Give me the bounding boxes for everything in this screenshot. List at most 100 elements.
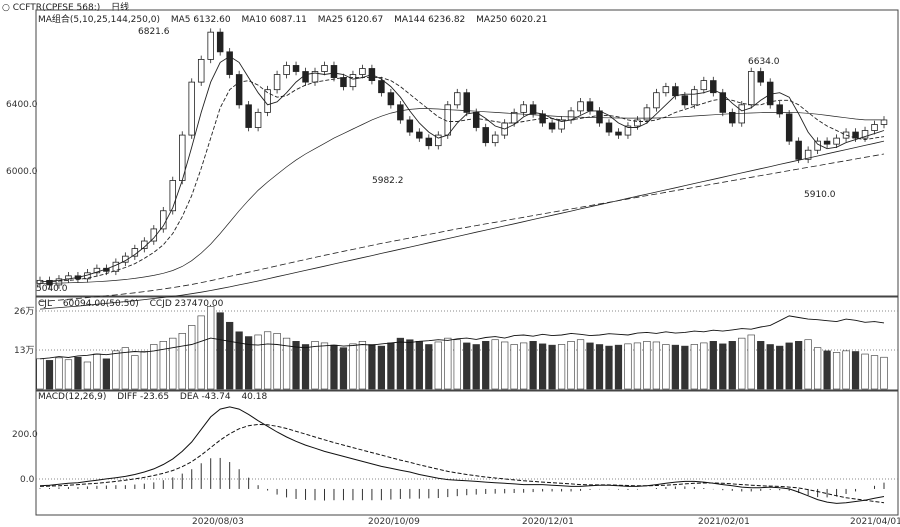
candle-body <box>245 104 252 128</box>
volume-bar <box>795 341 803 390</box>
volume-bar <box>851 351 860 390</box>
candle-body <box>624 125 632 136</box>
candle-body <box>823 140 831 145</box>
candle-body <box>387 92 395 106</box>
volume-bar <box>197 315 205 390</box>
macd-tick-200: 200.0 <box>12 430 38 440</box>
volume-bar <box>377 345 386 390</box>
instrument-name[interactable]: ○ CCFTR(CPFSE 568:) <box>2 3 101 13</box>
candle-body <box>491 134 499 144</box>
volume-bar <box>832 352 841 390</box>
candle-body <box>861 130 869 139</box>
candle-body <box>520 104 527 113</box>
macd-panel-frame <box>35 390 899 516</box>
candle-body <box>302 71 309 83</box>
ma-line-ma144 <box>39 153 885 302</box>
candle-body <box>416 131 423 139</box>
volume-bar <box>870 355 879 390</box>
x-tick-2020-10-09: 2020/10/09 <box>368 517 420 527</box>
volume-bar <box>567 341 575 390</box>
candle-body <box>283 65 290 75</box>
volume-bar <box>700 342 708 390</box>
volume-bar <box>643 341 651 390</box>
candle-body <box>871 124 878 131</box>
candle-body <box>292 65 300 72</box>
volume-bar <box>64 359 73 390</box>
candle-body <box>776 104 783 115</box>
candle-body <box>662 86 670 94</box>
volume-bar <box>624 343 632 390</box>
volume-bar <box>131 355 139 390</box>
candle-body <box>340 77 347 88</box>
volume-bar <box>396 337 404 390</box>
candle-body <box>207 31 214 60</box>
volume-bar <box>747 334 755 390</box>
candle-body <box>804 149 812 160</box>
chart-marks <box>36 28 888 504</box>
volume-bar <box>690 344 698 390</box>
candle-body <box>700 80 708 91</box>
candle-body <box>653 92 660 109</box>
annotation-low-mid: 5982.2 <box>372 176 404 186</box>
candle-body <box>605 122 613 133</box>
volume-bar <box>235 331 243 390</box>
volume-bar <box>605 345 613 390</box>
volume-bar <box>576 339 585 390</box>
volume-tick-26w: 26万 <box>14 307 34 317</box>
volume-legend-title[interactable]: CJL <box>38 299 52 309</box>
candle-body <box>814 140 821 151</box>
volume-bar <box>709 341 717 390</box>
annotation-low-right: 5910.0 <box>804 190 836 200</box>
candle-body <box>880 119 888 125</box>
candle-body <box>548 122 556 130</box>
price-tick-6000: 6000.0 <box>6 167 38 177</box>
volume-bar <box>548 344 556 390</box>
volume-bar <box>463 342 471 390</box>
candle-body <box>472 111 480 128</box>
candle-body <box>710 80 717 94</box>
volume-bar <box>510 344 518 390</box>
volume-bar <box>738 337 746 390</box>
candle-body <box>378 80 385 94</box>
volume-bar <box>216 312 224 390</box>
candle-body <box>46 279 53 286</box>
volume-bar <box>36 358 44 390</box>
ma-line-ma25 <box>39 108 884 284</box>
volume-bar <box>813 347 822 390</box>
volume-panel-frame <box>35 296 899 391</box>
volume-bar <box>766 344 774 390</box>
volume-bar <box>301 344 310 390</box>
ma-legend-title[interactable]: MA组合(5,10,25,144,250,0) <box>38 15 160 25</box>
candle-body <box>795 140 802 160</box>
annotation-high-right: 6634.0 <box>748 57 780 67</box>
candle-body <box>463 92 470 113</box>
volume-bar <box>188 325 196 390</box>
volume-bar <box>169 337 177 390</box>
candle-body <box>397 104 404 121</box>
candle-body <box>729 111 736 124</box>
volume-bar <box>368 344 376 390</box>
volume-bar <box>491 339 499 390</box>
candle-body <box>235 74 243 106</box>
ma250-value: MA250 6020.21 <box>476 15 548 25</box>
candle-body <box>406 119 414 133</box>
volume-bar <box>823 350 831 390</box>
macd-legend: MACD(12,26,9) DIFF -23.65 DEA -43.74 40.… <box>38 392 275 402</box>
volume-tick-13w: 13万 <box>14 346 34 356</box>
macd-dea-line <box>39 423 885 504</box>
price-panel-frame <box>35 9 899 297</box>
volume-bar <box>178 333 186 390</box>
volume-bar <box>83 361 92 390</box>
macd-hist-value: 40.18 <box>241 392 268 402</box>
candle-body <box>55 278 63 286</box>
period-selector[interactable]: 日线 <box>111 3 130 13</box>
candle-body <box>615 131 622 136</box>
volume-bar <box>263 331 272 390</box>
macd-diff-line <box>39 406 885 504</box>
volume-bar <box>112 350 120 390</box>
candle-body <box>833 137 840 145</box>
volume-bar <box>150 344 158 390</box>
macd-legend-title[interactable]: MACD(12,26,9) <box>38 392 107 402</box>
